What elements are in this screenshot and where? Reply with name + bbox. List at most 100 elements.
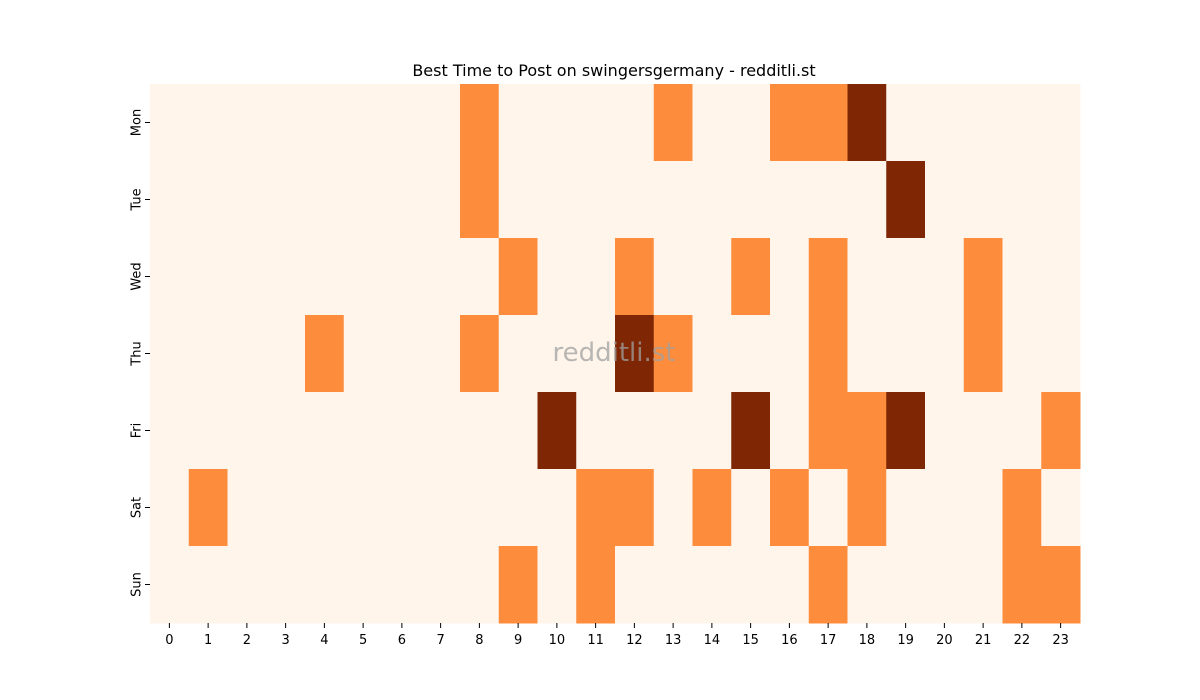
heatmap-cell [537,315,577,393]
heatmap-cell [227,84,267,162]
heatmap-cell [963,546,1003,624]
heatmap-cell [731,161,771,239]
heatmap-cell [460,392,500,470]
heatmap-cell [1041,238,1081,316]
heatmap-cell [150,469,190,547]
x-axis: 0 1 2 3 4 5 6 7 8 9 10 11 12 13 14 15 16 17 18 19 20 21 22 23 [165,623,1069,648]
heatmap-cell [227,161,267,239]
heatmap-cell [1041,84,1081,162]
y-tick-label: Fri [130,423,145,439]
heatmap-cell [808,469,848,547]
heatmap-cell [1002,84,1042,162]
heatmap-cell [305,469,345,547]
x-tick-label: 22 [1014,633,1031,648]
heatmap-cell [653,84,693,162]
heatmap-cell [847,392,887,470]
heatmap-cell [498,392,538,470]
heatmap-cell [305,84,345,162]
heatmap-cell [886,161,926,239]
heatmap-cell [227,315,267,393]
heatmap-cell [305,238,345,316]
heatmap-cell [188,161,228,239]
heatmap-cell [382,469,422,547]
heatmap-cell [847,238,887,316]
x-tick-label: 20 [936,633,953,648]
x-tick-label: 16 [781,633,798,648]
x-tick-label: 13 [665,633,682,648]
heatmap-cell [498,84,538,162]
heatmap-cell [537,238,577,316]
heatmap-cell [150,315,190,393]
heatmap-cell [421,84,461,162]
heatmap-cell [770,84,810,162]
heatmap-cell [343,238,383,316]
heatmap-cell [576,546,616,624]
heatmap-cell [266,546,306,624]
heatmap-cell [305,161,345,239]
x-tick-label: 10 [549,633,566,648]
heatmap-cell [498,469,538,547]
heatmap-cell [963,469,1003,547]
heatmap-cell [808,392,848,470]
y-tick-label: Sat [130,497,145,518]
y-tick-label: Wed [130,262,145,290]
heatmap-cell [615,546,655,624]
heatmap-cell [576,315,616,393]
heatmap-cell [460,546,500,624]
heatmap-cell [886,546,926,624]
x-tick-label: 5 [359,633,367,648]
heatmap-cell [692,238,732,316]
heatmap-cell [227,392,267,470]
heatmap-cell [886,392,926,470]
heatmap-cell [576,469,616,547]
heatmap-cell [808,315,848,393]
heatmap-cell [537,546,577,624]
heatmap-cell [266,161,306,239]
heatmap-cell [305,546,345,624]
heatmap-cell [653,161,693,239]
heatmap-cell [150,392,190,470]
heatmap-cell [305,392,345,470]
heatmap-cell [498,238,538,316]
x-tick-label: 8 [475,633,483,648]
heatmap-cell [770,469,810,547]
heatmap-cell [188,238,228,316]
heatmap-cell [692,161,732,239]
heatmap-cell [150,161,190,239]
heatmap-cell [925,161,965,239]
heatmap-cell [537,392,577,470]
heatmap-cell [653,392,693,470]
heatmap-cell [150,84,190,162]
heatmap-cell [460,315,500,393]
heatmap-cell [188,84,228,162]
heatmap-cell [188,546,228,624]
heatmap-cell [886,469,926,547]
heatmap-cell [1041,469,1081,547]
heatmap-cell [150,546,190,624]
heatmap-cell [731,84,771,162]
heatmap-cell [963,315,1003,393]
heatmap-cell [576,84,616,162]
heatmap-cell [770,392,810,470]
heatmap-cell [305,315,345,393]
heatmap-cell [847,161,887,239]
x-tick-label: 18 [859,633,876,648]
heatmap-cell [692,546,732,624]
heatmap-cell [692,315,732,393]
heatmap-cell [460,238,500,316]
x-tick-label: 9 [514,633,522,648]
y-tick-label: Mon [130,109,145,136]
heatmap-cell [1002,469,1042,547]
heatmap-cell [343,546,383,624]
heatmap-cell [847,84,887,162]
x-tick-label: 15 [742,633,759,648]
heatmap-cell [421,315,461,393]
heatmap-cell [925,84,965,162]
heatmap-cell [382,315,422,393]
heatmap-cell [692,84,732,162]
heatmap-cell [537,84,577,162]
heatmap-cell [537,161,577,239]
x-tick-label: 11 [587,633,604,648]
heatmap-cell [692,469,732,547]
